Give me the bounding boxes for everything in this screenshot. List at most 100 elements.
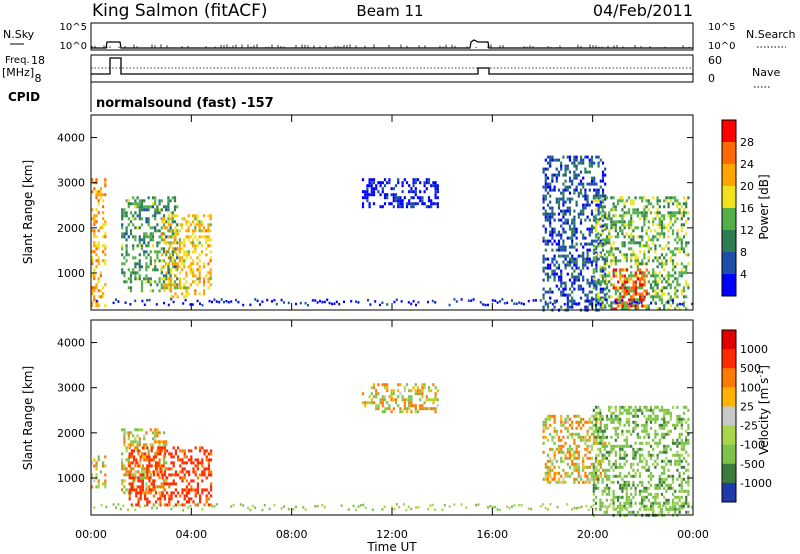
data-cell [205,467,208,471]
data-cell [647,199,650,203]
data-cell [125,458,128,462]
data-cell [544,185,547,189]
data-cell [147,265,150,269]
data-cell [549,447,552,451]
data-cell [625,441,628,445]
data-cell [138,476,141,480]
data-cell [154,214,157,218]
data-cell [597,236,600,240]
data-cell [136,271,139,275]
data-cell [612,307,615,311]
data-cell [632,229,635,233]
data-cell [183,461,186,465]
data-cell [573,161,576,165]
data-cell [185,295,188,299]
data-cell [582,206,585,210]
data-cell [410,404,413,408]
data-cell [566,302,569,306]
data-cell [638,408,642,412]
data-cell [167,303,170,307]
data-cell [649,283,653,287]
data-cell [95,247,98,251]
data-cell [605,217,609,221]
data-cell [544,257,547,261]
data-cell [619,411,622,415]
data-cell [555,179,558,183]
data-cell [121,458,124,462]
data-cell [599,498,602,502]
data-cell [592,429,595,433]
data-cell [612,480,615,484]
data-cell [546,212,550,216]
data-cell [573,456,576,460]
data-cell [634,280,637,284]
data-cell [594,283,598,287]
data-cell [405,181,409,185]
data-cell [568,287,572,291]
data-cell [592,217,595,221]
data-cell [553,426,556,430]
data-cell [562,221,565,225]
data-cell [425,181,428,185]
data-cell [603,262,606,266]
data-cell [674,501,677,505]
data-cell [196,458,199,462]
data-cell [612,268,615,272]
data-cell [436,205,439,209]
data-cell [685,450,688,454]
data-cell [601,274,604,278]
data-cell [383,202,387,206]
data-cell [635,301,638,304]
data-cell [551,468,554,472]
data-cell [121,467,124,471]
data-cell [584,263,587,267]
data-cell [616,465,620,469]
data-cell [423,184,426,188]
data-cell [176,283,179,287]
data-cell [432,383,435,387]
data-cell [177,458,180,462]
data-cell [557,242,561,246]
data-cell [586,278,589,282]
data-cell [680,274,683,278]
data-cell [364,196,367,200]
data-cell [165,241,168,245]
data-cell [152,479,155,483]
data-cell [652,504,655,508]
data-cell [405,508,408,512]
data-cell [586,480,589,484]
data-cell [460,298,463,301]
data-cell [93,295,96,299]
data-cell [608,211,611,215]
data-cell [573,269,576,273]
data-cell [364,190,367,194]
data-cell [685,271,688,275]
data-cell [630,498,633,502]
data-cell [654,229,657,233]
data-cell [658,295,661,299]
colorbar-swatch [722,186,736,209]
data-cell [386,386,389,390]
data-cell [610,277,613,281]
data-cell [632,450,635,454]
data-cell [630,217,633,221]
data-cell [205,455,208,459]
data-cell [134,299,137,303]
data-cell [562,200,565,204]
data-cell [145,217,148,221]
data-cell [544,248,547,252]
data-cell [203,280,206,284]
data-cell [407,505,410,509]
data-cell [680,214,683,218]
data-cell [590,161,594,165]
data-cell [601,432,605,436]
data-cell [403,407,406,411]
data-cell [680,268,683,272]
data-cell [150,446,153,450]
data-cell [134,226,137,230]
data-cell [685,283,688,287]
data-cell [584,194,587,198]
data-cell [172,446,175,450]
data-cell [201,473,204,477]
data-cell [361,190,365,194]
